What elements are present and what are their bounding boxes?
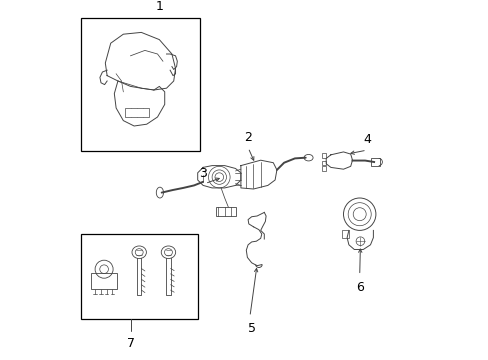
Bar	[321, 161, 325, 165]
Text: 1: 1	[156, 0, 163, 13]
Bar	[370, 158, 379, 166]
Bar	[81, 234, 197, 319]
Bar	[81, 18, 199, 151]
Bar	[91, 273, 117, 289]
Text: 5: 5	[247, 322, 255, 335]
Text: 7: 7	[127, 337, 135, 350]
Bar	[321, 166, 325, 171]
Text: 3: 3	[199, 167, 206, 180]
Text: 4: 4	[362, 133, 370, 146]
Text: 2: 2	[244, 131, 251, 144]
Bar	[342, 230, 348, 238]
Bar	[321, 153, 325, 158]
Bar	[215, 207, 235, 216]
Bar	[125, 108, 148, 117]
Text: 6: 6	[355, 281, 363, 294]
